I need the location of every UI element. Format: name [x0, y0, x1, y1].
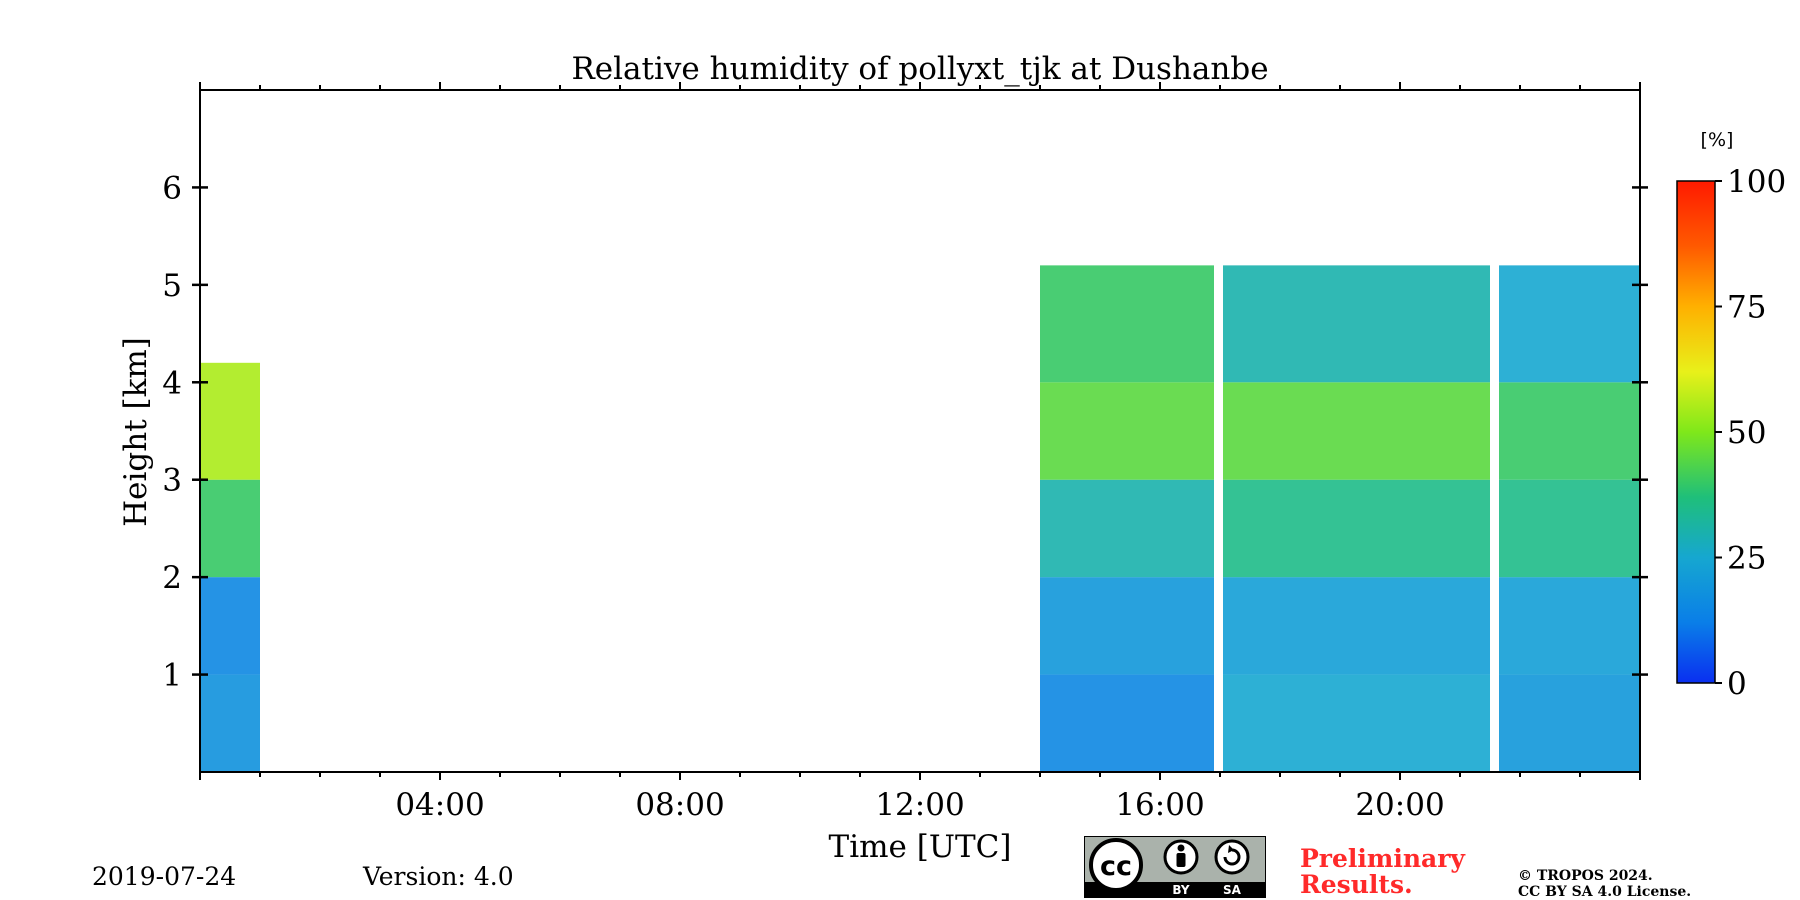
x-tick-label: 08:00 [635, 787, 724, 823]
heatmap-cell [1040, 479, 1214, 578]
colorbar-tick-label: 75 [1727, 290, 1766, 326]
heatmap-cell [1223, 265, 1490, 383]
y-tick-label: 6 [162, 170, 182, 206]
colorbar-ticks: 0 25 50 75 100 [1715, 164, 1786, 702]
x-axis-ticks [199, 82, 1641, 780]
copyright-line-1: © TROPOS 2024. [1518, 868, 1653, 884]
heatmap-cell [1223, 382, 1490, 480]
heatmap-segment [1223, 265, 1490, 772]
heatmap-cell [200, 362, 260, 480]
y-tick-label: 4 [162, 365, 182, 401]
preliminary-results-label: Preliminary Results. [1300, 844, 1465, 899]
y-axis-ticks [192, 186, 1648, 676]
colorbar-tick-label: 0 [1727, 666, 1747, 702]
heatmap-cell [1223, 674, 1490, 772]
sa-label: SA [1223, 883, 1242, 897]
copyright-line-2: CC BY SA 4.0 License. [1518, 884, 1692, 900]
cc-license-badge: cc BY SA [1084, 836, 1266, 898]
y-tick-label: 2 [162, 560, 182, 596]
y-tick-label: 1 [162, 658, 182, 694]
heatmap-layer [200, 265, 1640, 772]
heatmap-segment [1499, 265, 1640, 772]
x-axis-label: Time [UTC] [829, 829, 1012, 865]
version-label: Version: 4.0 [363, 862, 514, 891]
sa-icon [1214, 839, 1250, 875]
heatmap-cell [200, 577, 260, 675]
heatmap-cell [1499, 382, 1640, 480]
heatmap-cell [1499, 674, 1640, 772]
colorbar [1676, 180, 1716, 684]
x-tick-label: 12:00 [875, 787, 964, 823]
date-label: 2019-07-24 [92, 862, 237, 891]
x-tick-label: 04:00 [395, 787, 484, 823]
colorbar-tick-label: 25 [1727, 541, 1766, 577]
x-axis-ticklabels: 04:00 08:00 12:00 16:00 20:00 [395, 787, 1444, 823]
by-label: BY [1172, 883, 1189, 897]
y-axis-label: Height [km] [118, 337, 154, 527]
copyright-label: © TROPOS 2024. CC BY SA 4.0 License. [1518, 868, 1758, 900]
y-tick-label: 3 [162, 463, 182, 499]
colorbar-tick-label: 50 [1727, 415, 1766, 451]
heatmap-cell [1223, 479, 1490, 578]
cc-icon: cc [1100, 851, 1132, 882]
y-axis-ticklabels: 1 2 3 4 5 6 [162, 170, 182, 693]
heatmap-cell [1040, 382, 1214, 480]
heatmap-cell [1040, 265, 1214, 383]
heatmap-cell [1040, 674, 1214, 772]
heatmap-cell [200, 479, 260, 578]
colorbar-unit: [%] [1701, 129, 1734, 151]
colorbar-tick-label: 100 [1727, 164, 1786, 200]
y-tick-label: 5 [162, 268, 182, 304]
x-tick-label: 20:00 [1355, 787, 1444, 823]
heatmap-cell [1223, 577, 1490, 675]
x-tick-label: 16:00 [1115, 787, 1204, 823]
heatmap-cell [1040, 577, 1214, 675]
heatmap-cell [1499, 577, 1640, 675]
heatmap-cell [1499, 479, 1640, 578]
heatmap-segment [1040, 265, 1214, 772]
chart-title: Relative humidity of pollyxt_tjk at Dush… [571, 51, 1268, 87]
heatmap-cell [1499, 265, 1640, 383]
heatmap-segment [200, 362, 260, 772]
heatmap-cell [200, 674, 260, 772]
